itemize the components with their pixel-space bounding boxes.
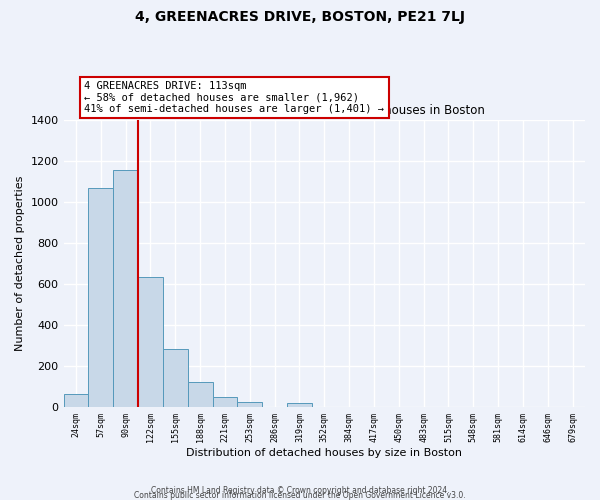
Text: Contains public sector information licensed under the Open Government Licence v3: Contains public sector information licen… bbox=[134, 490, 466, 500]
Title: Size of property relative to detached houses in Boston: Size of property relative to detached ho… bbox=[163, 104, 485, 118]
Bar bbox=[113, 170, 138, 407]
Text: 4 GREENACRES DRIVE: 113sqm
← 58% of detached houses are smaller (1,962)
41% of s: 4 GREENACRES DRIVE: 113sqm ← 58% of deta… bbox=[85, 81, 385, 114]
Y-axis label: Number of detached properties: Number of detached properties bbox=[15, 176, 25, 351]
Bar bbox=[138, 277, 163, 407]
X-axis label: Distribution of detached houses by size in Boston: Distribution of detached houses by size … bbox=[186, 448, 462, 458]
Bar bbox=[287, 402, 312, 407]
Bar bbox=[64, 394, 88, 407]
Bar bbox=[188, 382, 212, 407]
Text: 4, GREENACRES DRIVE, BOSTON, PE21 7LJ: 4, GREENACRES DRIVE, BOSTON, PE21 7LJ bbox=[135, 10, 465, 24]
Bar bbox=[163, 348, 188, 407]
Bar bbox=[88, 188, 113, 407]
Text: Contains HM Land Registry data © Crown copyright and database right 2024.: Contains HM Land Registry data © Crown c… bbox=[151, 486, 449, 495]
Bar bbox=[238, 402, 262, 407]
Bar bbox=[212, 397, 238, 407]
